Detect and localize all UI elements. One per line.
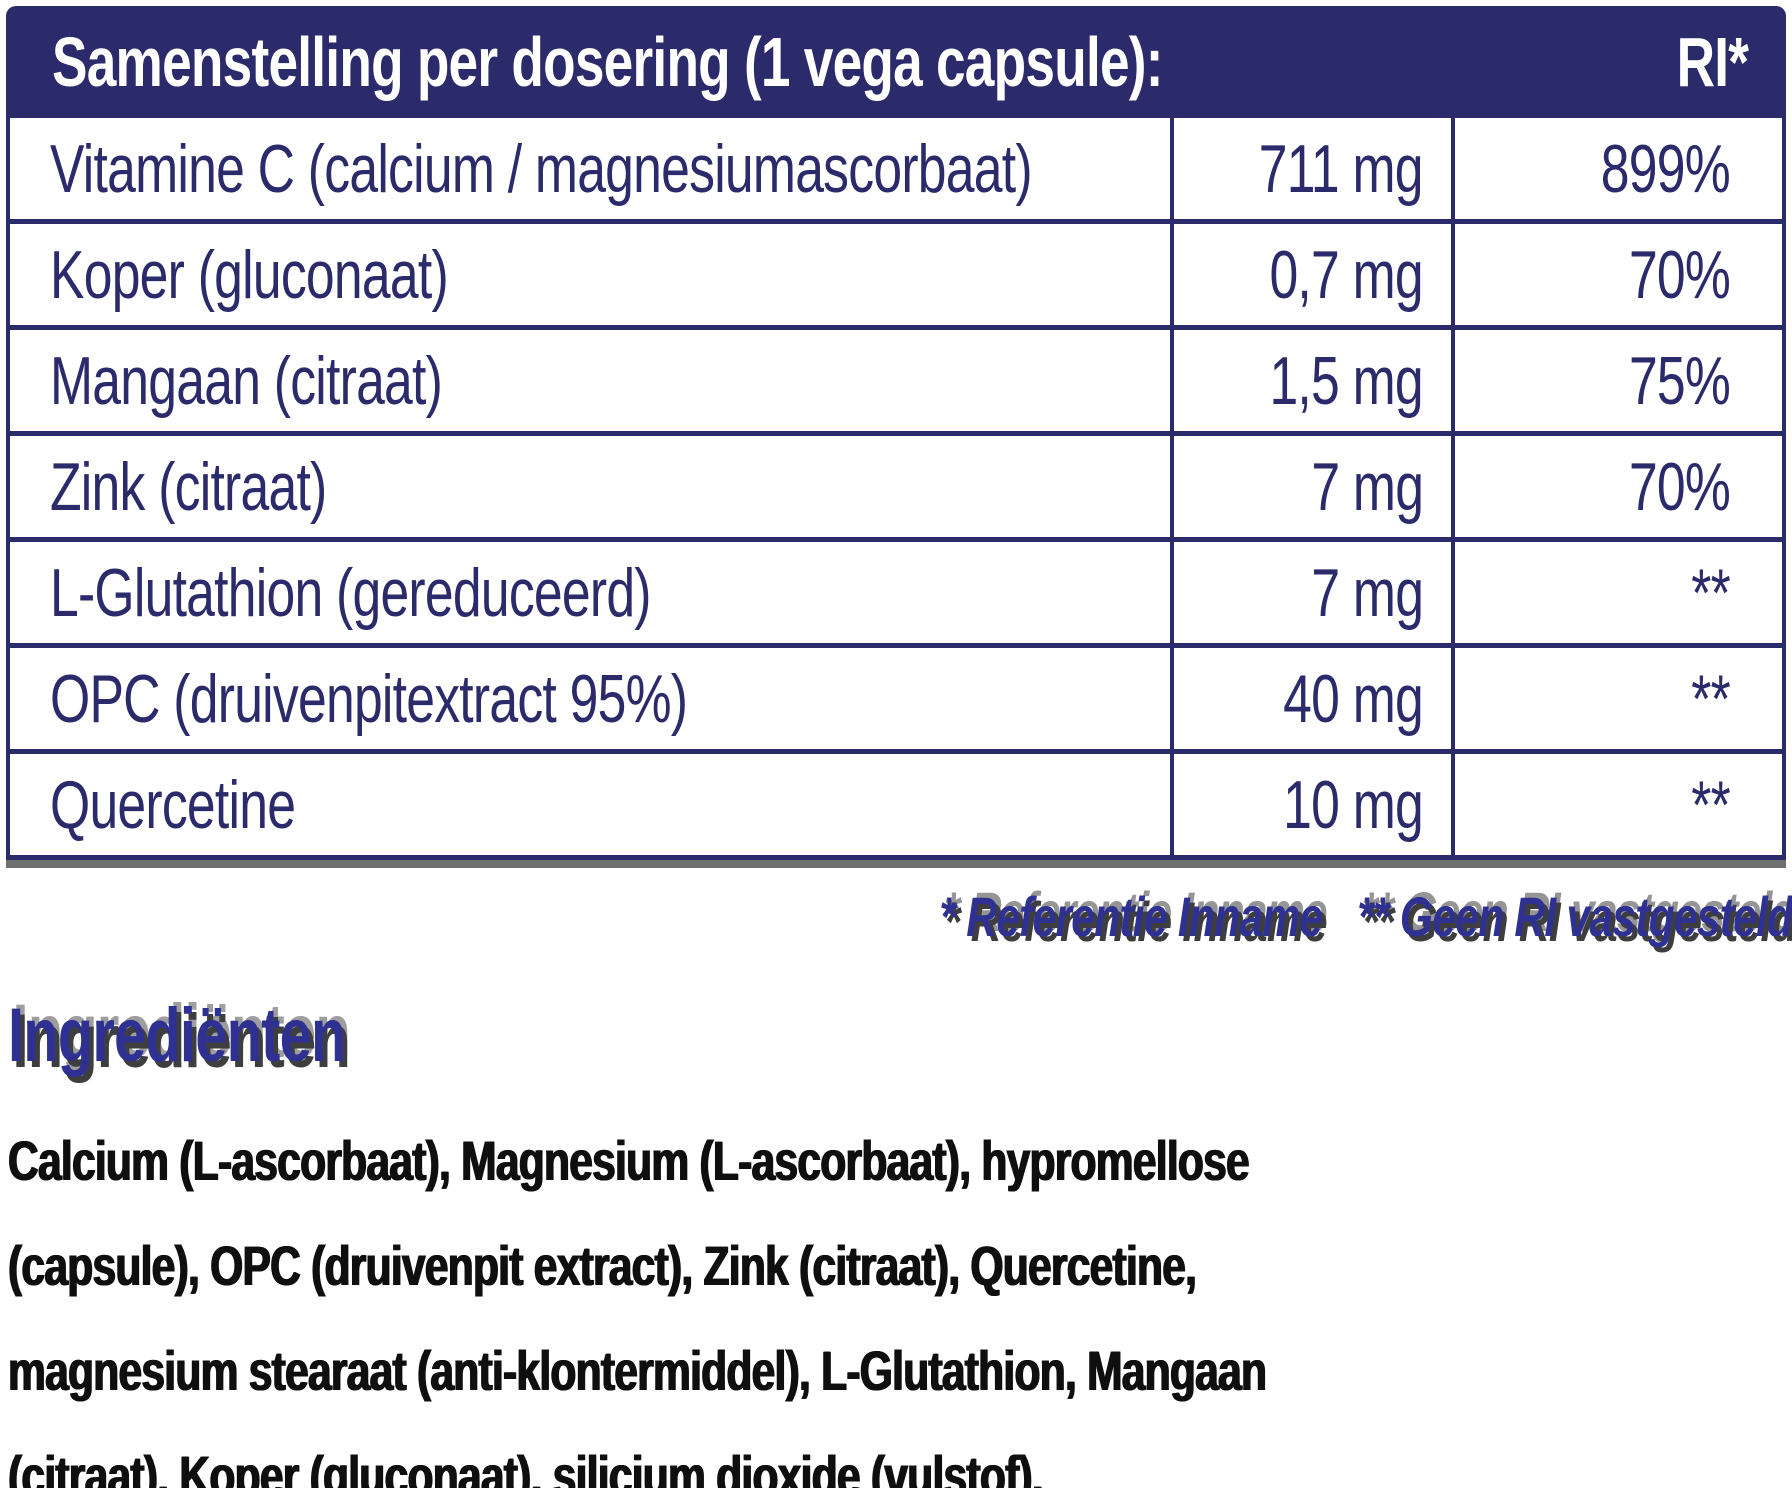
nutrient-name: Zink (citraat): [50, 448, 327, 525]
table-row: Quercetine 10 mg **: [10, 754, 1782, 855]
nutrient-ri: 899%: [1600, 130, 1731, 207]
nutrient-name: Koper (gluconaat): [50, 236, 449, 313]
ri-column-label: RI*: [1676, 23, 1748, 101]
nutrient-ri: **: [1691, 766, 1730, 843]
nutrient-name: L-Glutathion (gereduceerd): [50, 554, 652, 631]
nutrient-amount: 40 mg: [1170, 648, 1455, 749]
table-row: OPC (druivenpitextract 95%) 40 mg **: [10, 648, 1782, 754]
nutrient-name: OPC (druivenpitextract 95%): [50, 660, 688, 737]
nutrient-ri: **: [1691, 554, 1730, 631]
nutrient-ri: **: [1691, 660, 1730, 737]
ingredients-heading: Ingrediënten: [8, 993, 346, 1078]
nutrient-amount: 711 mg: [1170, 118, 1455, 219]
footnote-line: * Referentie Inname ** Geen RI vastgestel…: [939, 884, 1792, 949]
nutrient-name: Vitamine C (calcium / magnesiumascorbaat…: [50, 130, 1033, 207]
ingredients-line: Calcium (L-ascorbaat), Magnesium (L-asco…: [8, 1129, 1250, 1192]
composition-table-header: Samenstelling per dosering (1 vega capsu…: [6, 6, 1786, 118]
ingredients-paragraph: Calcium (L-ascorbaat), Magnesium (L-asco…: [8, 1108, 1788, 1488]
table-row: L-Glutathion (gereduceerd) 7 mg **: [10, 542, 1782, 648]
nutrient-ri: 70%: [1628, 236, 1731, 313]
table-footnote: * Referentie Inname ** Geen RI vastgestel…: [0, 884, 1792, 949]
table-row: Zink (citraat) 7 mg 70%: [10, 436, 1782, 542]
nutrient-amount: 10 mg: [1170, 754, 1455, 855]
footnote-no-ri: ** Geen RI vastgesteld: [1356, 885, 1792, 948]
table-row: Koper (gluconaat) 0,7 mg 70%: [10, 224, 1782, 330]
nutrient-amount: 7 mg: [1170, 436, 1455, 537]
nutrient-amount: 0,7 mg: [1170, 224, 1455, 325]
composition-table: Samenstelling per dosering (1 vega capsu…: [6, 6, 1786, 860]
nutrient-name: Mangaan (citraat): [50, 342, 443, 419]
nutrient-ri: 75%: [1628, 342, 1731, 419]
nutrient-amount: 7 mg: [1170, 542, 1455, 643]
table-title: Samenstelling per dosering (1 vega capsu…: [52, 23, 1163, 101]
nutrient-amount: 1,5 mg: [1170, 330, 1455, 431]
ingredients-line: (citraat), Koper (gluconaat), silicium d…: [8, 1444, 1044, 1488]
nutrient-ri: 70%: [1628, 448, 1731, 525]
composition-table-body: Vitamine C (calcium / magnesiumascorbaat…: [6, 118, 1786, 860]
nutrient-name: Quercetine: [50, 766, 296, 843]
footnote-ri-reference: * Referentie Inname: [939, 885, 1323, 948]
table-row: Vitamine C (calcium / magnesiumascorbaat…: [10, 118, 1782, 224]
ingredients-line: magnesium stearaat (anti-klontermiddel),…: [8, 1339, 1267, 1402]
ingredients-line: (capsule), OPC (druivenpit extract), Zin…: [8, 1234, 1197, 1297]
table-row: Mangaan (citraat) 1,5 mg 75%: [10, 330, 1782, 436]
